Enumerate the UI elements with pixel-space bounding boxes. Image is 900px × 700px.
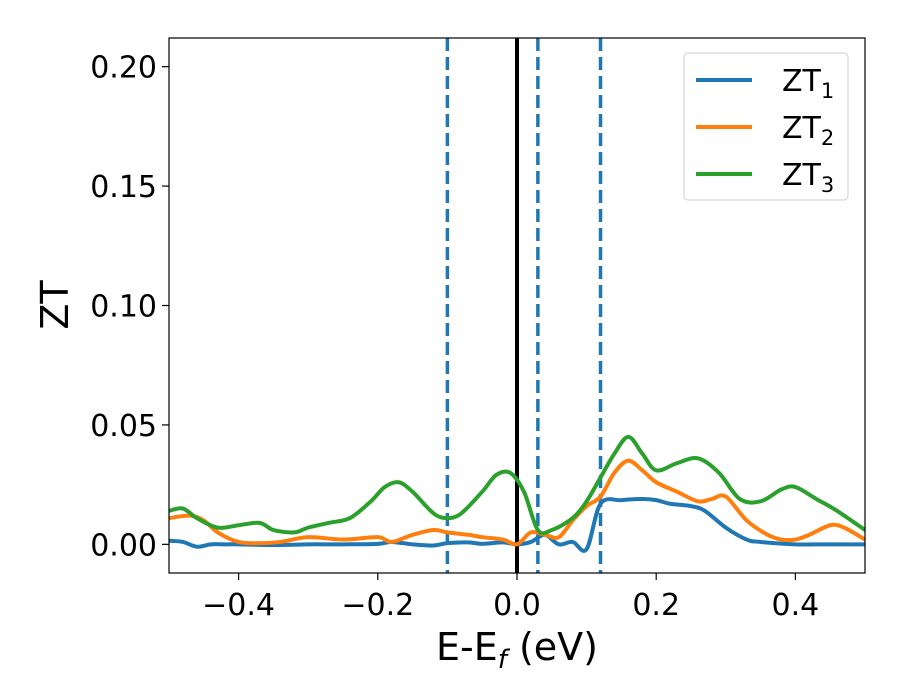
legend-label-zt2: ZT2 <box>782 111 834 150</box>
y-axis-label: ZT <box>33 280 77 330</box>
series-line-zt2 <box>169 458 865 547</box>
y-tick-label: 0.00 <box>90 528 157 563</box>
y-axis: 0.00 0.05 0.10 0.15 0.20 <box>90 51 169 563</box>
legend-frame <box>683 52 849 201</box>
legend-label-subscript: 1 <box>821 79 834 103</box>
x-axis-label-unit: (eV) <box>507 625 598 669</box>
legend-label-subscript: 3 <box>821 173 834 197</box>
legend-label-main: ZT <box>782 64 822 99</box>
y-tick-label: 0.15 <box>90 170 157 205</box>
legend-label-zt1: ZT1 <box>782 64 834 103</box>
x-tick-label: −0.4 <box>202 588 275 623</box>
x-tick-label: 0.4 <box>772 588 820 623</box>
x-axis-label: E-Ef (eV) <box>436 625 598 675</box>
legend-label-zt3: ZT3 <box>782 158 834 197</box>
series-line-zt3 <box>169 434 865 536</box>
series-line-zt1 <box>169 496 865 553</box>
legend-label-subscript: 2 <box>821 126 834 150</box>
x-tick-label: 0.0 <box>493 588 541 623</box>
x-tick-label: 0.2 <box>632 588 680 623</box>
x-axis: −0.4 −0.2 0.0 0.2 0.4 <box>202 573 819 623</box>
y-tick-label: 0.10 <box>90 290 157 325</box>
y-tick-label: 0.05 <box>90 409 157 444</box>
x-tick-label: −0.2 <box>341 588 414 623</box>
x-axis-label-main: E-E <box>436 625 498 669</box>
y-tick-label: 0.20 <box>90 51 157 86</box>
legend-label-main: ZT <box>782 111 822 146</box>
reference-lines <box>445 38 603 573</box>
legend-label-main: ZT <box>782 158 822 193</box>
series-lines <box>169 434 865 553</box>
